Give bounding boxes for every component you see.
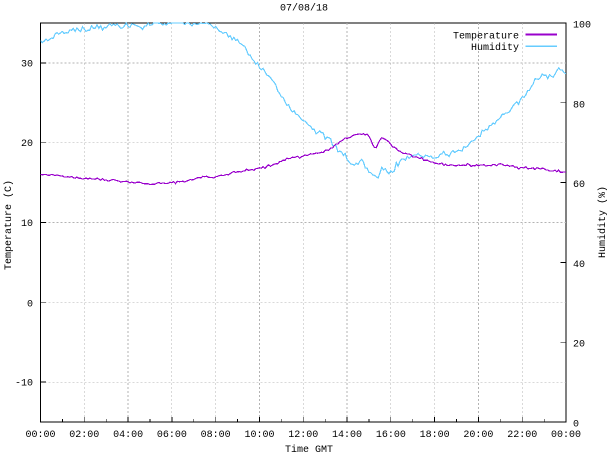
svg-text:18:00: 18:00 (420, 430, 450, 441)
svg-text:10:00: 10:00 (244, 430, 274, 441)
svg-text:07/08/18: 07/08/18 (280, 3, 328, 15)
svg-text:Time GMT: Time GMT (285, 444, 333, 456)
svg-text:100: 100 (573, 21, 591, 32)
svg-text:20:00: 20:00 (463, 430, 493, 441)
svg-text:00:00: 00:00 (551, 430, 581, 441)
svg-text:Humidity: Humidity (471, 42, 519, 54)
svg-text:16:00: 16:00 (376, 430, 406, 441)
svg-text:22:00: 22:00 (507, 430, 537, 441)
svg-text:14:00: 14:00 (332, 430, 362, 441)
svg-text:02:00: 02:00 (69, 430, 99, 441)
svg-text:08:00: 08:00 (201, 430, 231, 441)
svg-text:80: 80 (573, 100, 585, 111)
svg-text:Temperature: Temperature (453, 31, 519, 42)
svg-text:0: 0 (573, 420, 579, 431)
svg-text:10: 10 (21, 219, 33, 230)
svg-text:20: 20 (21, 139, 33, 150)
svg-text:Humidity (%): Humidity (%) (597, 186, 609, 258)
svg-text:06:00: 06:00 (157, 430, 187, 441)
svg-text:-10: -10 (15, 379, 33, 390)
svg-text:60: 60 (573, 180, 585, 191)
svg-text:Temperature (C): Temperature (C) (3, 180, 15, 270)
svg-text:12:00: 12:00 (288, 430, 318, 441)
svg-text:0: 0 (27, 299, 33, 310)
svg-text:04:00: 04:00 (113, 430, 143, 441)
svg-text:30: 30 (21, 59, 33, 70)
svg-text:00:00: 00:00 (25, 430, 55, 441)
svg-text:40: 40 (573, 260, 585, 271)
svg-text:20: 20 (573, 340, 585, 351)
